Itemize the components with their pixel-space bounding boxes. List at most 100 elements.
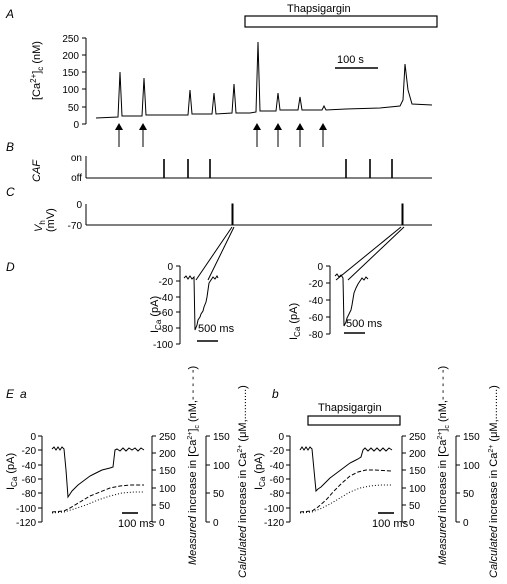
panel-b-on-label: on xyxy=(71,153,82,164)
panel-label-d: D xyxy=(6,260,15,274)
panel-ea-calc-tick: 50 xyxy=(213,489,225,500)
panel-d-left-ytick: -80 xyxy=(159,324,174,335)
panel-eb-ytick: -40 xyxy=(270,461,285,472)
panel-d-right-ytick: -20 xyxy=(309,279,324,290)
panel-eb-calc-tick: 100 xyxy=(463,461,480,472)
panel-ea-ytick: -60 xyxy=(22,475,37,486)
panel-a-ytick: 150 xyxy=(62,68,79,79)
thapsigargin-label-b: Thapsigargin xyxy=(318,402,382,414)
panel-d-right-yaxis: 0 -20 -40 -60 -80 xyxy=(309,262,331,341)
panel-a-yaxis: 0 50 100 150 200 250 xyxy=(62,34,87,131)
panel-label-ea: a xyxy=(20,387,27,401)
thapsigargin-label-a: Thapsigargin xyxy=(287,3,351,15)
panel-d-left-ytick: -20 xyxy=(159,277,174,288)
thapsigargin-bar-a: Thapsigargin xyxy=(244,3,438,28)
panel-a-ytick: 250 xyxy=(62,34,79,45)
panel-a-ytick: 100 xyxy=(62,85,79,96)
panel-ea-calculated-trace xyxy=(51,491,144,514)
arrow-icon xyxy=(319,123,327,147)
panel-ea-ylabel: ICa (pA) xyxy=(5,453,19,490)
panel-d-left-scalebar: 500 ms xyxy=(197,323,235,342)
panel-eb-measured-label: Measured increase in [Ca2+]c (nM,- - - -… xyxy=(437,366,451,565)
thapsigargin-bar-b: Thapsigargin xyxy=(307,402,401,426)
panel-eb-left-yaxis: 0 -20 -40 -60 -80 -100 -120 xyxy=(264,432,291,529)
panel-ea-left-yaxis: 0 -20 -40 -60 -80 -100 -120 xyxy=(16,432,43,529)
panel-b-off-label: off xyxy=(71,173,82,184)
panel-ea-calc-tick: 0 xyxy=(213,518,219,529)
panel-eb-ytick: 0 xyxy=(278,432,284,443)
panel-ea-ytick: -40 xyxy=(22,461,37,472)
panel-ea-calculated-axis: 150 100 50 0 xyxy=(205,432,230,529)
panel-ea-measured-tick: 200 xyxy=(159,449,176,460)
panel-ea-measured-tick: 150 xyxy=(159,466,176,477)
panel-d-right-ytick: -60 xyxy=(309,313,324,324)
arrow-icon xyxy=(296,123,304,147)
panel-label-eb: b xyxy=(272,387,279,401)
panel-d-left-current-trace xyxy=(183,275,219,331)
panel-d-left-ytick: -100 xyxy=(153,340,173,351)
panel-eb-measured-tick: 200 xyxy=(409,449,426,460)
panel-eb-measured-tick: 50 xyxy=(409,501,421,512)
panel-d-right-ylabel: ICa (pA) xyxy=(288,303,302,340)
panel-ea-calc-tick: 100 xyxy=(213,461,230,472)
panel-ea-calculated-label: Calculated increase in Ca2+ (μM,........… xyxy=(237,385,249,578)
panel-d-left-ytick: -40 xyxy=(159,293,174,304)
panel-ea-current-trace xyxy=(51,446,145,499)
panel-eb-calculated-label: Calculated increase in Ca2+ (μM,........… xyxy=(488,385,500,578)
panel-d-right-ytick: 0 xyxy=(317,262,323,273)
panel-eb-measured-tick: 100 xyxy=(409,484,426,495)
panel-eb-ytick: -20 xyxy=(270,446,285,457)
panel-label-e: E xyxy=(6,387,15,401)
panel-ea-measured-trace xyxy=(51,484,144,513)
panel-eb-ytick: -100 xyxy=(264,504,284,515)
panel-eb-scalebar: 100 ms xyxy=(372,512,409,530)
panel-c-ytick: 0 xyxy=(76,200,82,211)
panel-eb-calc-tick: 50 xyxy=(463,489,475,500)
zoom-lines xyxy=(195,226,405,281)
panel-ea-measured-tick: 50 xyxy=(159,501,171,512)
panel-d-right-current-trace xyxy=(334,273,369,327)
panel-label-c: C xyxy=(6,185,15,199)
panel-c-voltage-trace xyxy=(85,203,432,226)
panel-a-calcium-trace xyxy=(95,41,433,119)
panel-a-ytick: 50 xyxy=(68,103,80,114)
panel-d-left-ytick: 0 xyxy=(167,262,173,273)
panel-eb-measured-tick: 250 xyxy=(409,432,426,443)
panel-a-ytick: 200 xyxy=(62,51,79,62)
arrow-icon xyxy=(274,123,282,147)
panel-c-ylabel-unit: (mV) xyxy=(45,208,57,232)
panel-ea-calc-tick: 150 xyxy=(213,432,230,443)
panel-a-arrows xyxy=(115,123,327,147)
panel-d-left-yaxis: 0 -20 -40 -60 -80 -100 xyxy=(153,262,181,351)
panel-eb-ytick: -120 xyxy=(264,518,284,529)
panel-eb-calc-tick: 0 xyxy=(463,518,469,529)
panel-ea-ytick: 0 xyxy=(30,432,36,443)
panel-b-caffeine-trace xyxy=(85,156,432,179)
panel-ea-measured-axis: 250 200 150 100 50 0 xyxy=(151,432,176,529)
panel-ea-scalebar: 100 ms xyxy=(118,512,155,530)
panel-eb-ytick: -60 xyxy=(270,475,285,486)
panel-eb-measured-tick: 0 xyxy=(409,518,415,529)
panel-ea-scalebar-label: 100 ms xyxy=(118,518,155,530)
panel-ea-ytick: -20 xyxy=(22,446,37,457)
panel-d-left-ytick: -60 xyxy=(159,308,174,319)
panel-c-ylabel: Vh xyxy=(33,220,47,232)
panel-eb-calculated-axis: 150 100 50 0 xyxy=(455,432,480,529)
panel-label-b: B xyxy=(6,140,14,154)
panel-eb-ytick: -80 xyxy=(270,489,285,500)
arrow-icon xyxy=(115,123,123,147)
panel-eb-scalebar-label: 100 ms xyxy=(372,518,409,530)
panel-a-scalebar-label: 100 s xyxy=(337,54,364,66)
panel-ea-ytick: -120 xyxy=(16,518,36,529)
panel-ea-measured-tick: 0 xyxy=(159,518,165,529)
panel-d-right-ytick: -40 xyxy=(309,296,324,307)
panel-eb-measured-tick: 150 xyxy=(409,466,426,477)
panel-ea-measured-label: Measured increase in [Ca2+]c (nM,- - - -… xyxy=(187,366,201,565)
panel-ea-measured-tick: 250 xyxy=(159,432,176,443)
panel-d-right-scalebar-label: 500 ms xyxy=(346,318,383,330)
panel-a-scalebar: 100 s xyxy=(335,54,378,69)
panel-eb-measured-axis: 250 200 150 100 50 0 xyxy=(401,432,426,529)
panel-ea-ytick: -80 xyxy=(22,489,37,500)
panel-eb-calc-tick: 150 xyxy=(463,432,480,443)
